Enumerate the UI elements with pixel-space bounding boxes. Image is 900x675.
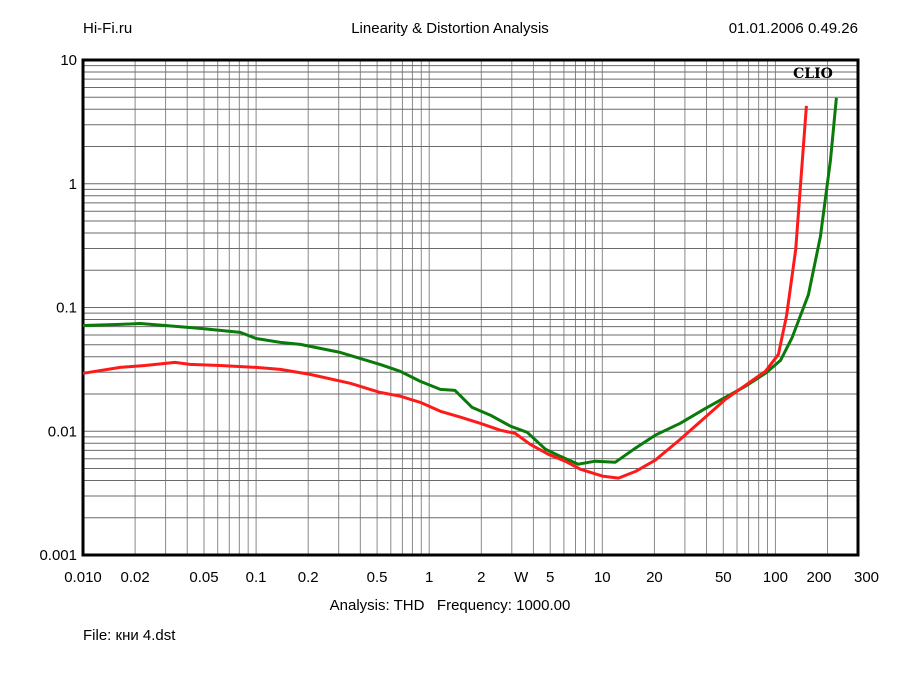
- x-tick-label: 300: [854, 569, 879, 586]
- x-tick-label: 20: [646, 569, 663, 586]
- y-tick-label: 10: [60, 52, 77, 69]
- x-tick-label: 2: [477, 569, 485, 586]
- x-tick-label: 0.2: [298, 569, 319, 586]
- chart-title: Linearity & Distortion Analysis: [351, 20, 549, 37]
- x-tick-label: 0.02: [121, 569, 150, 586]
- x-tick-label: W: [514, 569, 529, 586]
- x-tick-label: 10: [594, 569, 611, 586]
- series-line-green: [82, 97, 838, 466]
- x-tick-label: 50: [715, 569, 732, 586]
- y-tick-label: 0.001: [39, 547, 77, 564]
- x-tick-label: 100: [763, 569, 788, 586]
- file-name: File: кни 4.dst: [83, 627, 176, 644]
- y-tick-label: 1: [69, 176, 77, 193]
- x-tick-label: 0.05: [189, 569, 218, 586]
- x-tick-label: 0.5: [367, 569, 388, 586]
- clio-logo: CLIO: [793, 66, 833, 82]
- y-tick-label: 0.01: [48, 423, 77, 440]
- analysis-info: Analysis: THD Frequency: 1000.00: [329, 597, 571, 614]
- x-tick-label: 5: [546, 569, 554, 586]
- header-site: Hi-Fi.ru: [83, 20, 133, 37]
- header-datetime: 01.01.2006 0.49.26: [728, 20, 858, 37]
- plot-frame: [81, 58, 860, 557]
- series-line-red: [82, 105, 808, 480]
- y-tick-label: 0.1: [56, 300, 77, 317]
- x-tick-label: 0.010: [64, 569, 102, 586]
- x-tick-label: 200: [806, 569, 831, 586]
- x-tick-label: 1: [425, 569, 433, 586]
- x-tick-label: 0.1: [246, 569, 267, 586]
